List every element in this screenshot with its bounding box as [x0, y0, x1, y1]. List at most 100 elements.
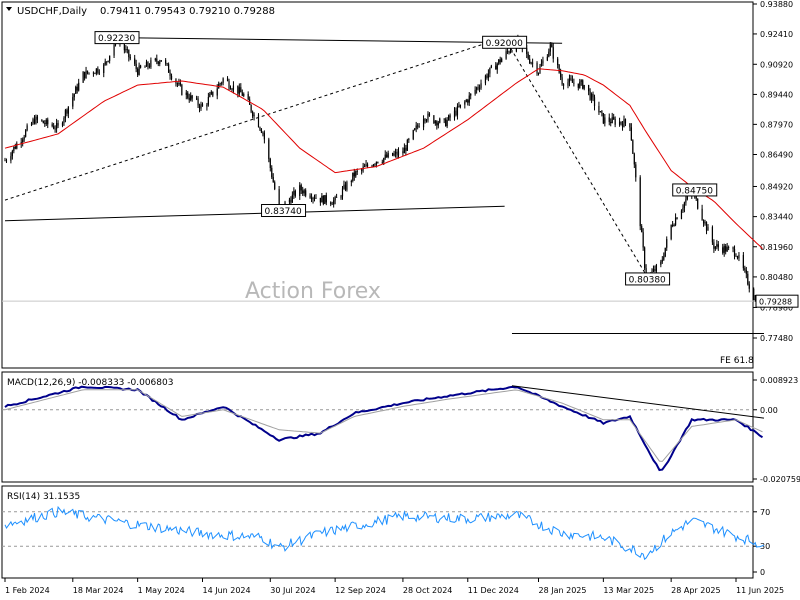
candle-body [742, 254, 744, 269]
candle [98, 69, 100, 75]
candle [540, 59, 543, 67]
candle [725, 244, 727, 255]
candle [589, 88, 591, 101]
candle-body [468, 95, 470, 103]
candle-body [499, 59, 501, 63]
candle [231, 87, 233, 92]
candle [303, 188, 305, 197]
candle-body [123, 42, 125, 51]
candle-body [711, 227, 714, 243]
candle-body [652, 269, 655, 272]
candle [434, 119, 436, 126]
candle [599, 111, 602, 113]
candle-body [702, 220, 705, 224]
candle-body [546, 56, 548, 61]
candle-body [88, 72, 90, 74]
candle [568, 74, 571, 87]
candle-body [290, 199, 292, 203]
candle [716, 239, 718, 250]
candle [232, 81, 235, 94]
candle-body [529, 58, 531, 64]
candle-body [41, 119, 43, 121]
candle-body [103, 64, 105, 73]
candle [20, 137, 22, 148]
candle [666, 236, 668, 251]
candle [221, 81, 223, 86]
candle-body [53, 126, 55, 129]
candle-body [251, 111, 254, 117]
candle-body [309, 195, 311, 198]
candle-body [86, 70, 89, 74]
date-tick-label: 14 Jun 2024 [202, 586, 250, 595]
candle [571, 75, 574, 83]
candle [453, 107, 456, 121]
candle-body [639, 177, 641, 227]
candle-body [26, 125, 28, 131]
price-tick-label: 0.87970 [760, 120, 793, 129]
candle [343, 180, 345, 190]
rsi-panel-border [1, 485, 754, 579]
candle [443, 118, 445, 124]
candle [322, 195, 324, 206]
candle-body [464, 101, 466, 105]
date-tick-label: 11 Dec 2024 [468, 586, 519, 595]
candle [302, 186, 304, 196]
candle-body [642, 232, 644, 248]
candle-body [425, 120, 428, 122]
level-label-box [625, 272, 671, 286]
candle-body [470, 93, 472, 96]
candle [529, 54, 531, 65]
price-tick-label: 0.83440 [760, 213, 793, 222]
candle-body [570, 78, 572, 80]
chevron-down-icon[interactable] [6, 7, 12, 11]
candle-body [604, 117, 606, 124]
candle [573, 78, 575, 87]
candle [67, 106, 69, 119]
candle [733, 245, 736, 260]
candle [95, 68, 97, 76]
candle-body [145, 62, 148, 67]
candle-body [552, 47, 554, 59]
candle-body [434, 121, 436, 124]
candle-body [191, 95, 193, 99]
candle [313, 194, 316, 202]
candle-body [661, 259, 663, 262]
candle [422, 115, 425, 131]
candle [635, 161, 637, 182]
level-label: 0.84750 [676, 186, 713, 196]
candle [32, 117, 34, 125]
candle-body [32, 119, 34, 124]
candle [455, 107, 457, 117]
macd-lines [2, 385, 765, 472]
candle-body [353, 172, 355, 177]
candle [728, 245, 730, 251]
candle [403, 143, 405, 154]
candle [418, 123, 420, 128]
candle-body [325, 195, 327, 203]
candle [588, 84, 590, 96]
candle-body [272, 177, 274, 183]
candle-body [695, 195, 697, 199]
candle [738, 252, 740, 262]
candle-body [511, 51, 513, 52]
candle-body [113, 44, 115, 56]
candle-body [632, 140, 634, 154]
candle [437, 120, 439, 129]
candle-body [753, 288, 755, 300]
candle [11, 149, 13, 160]
candle [439, 117, 441, 124]
candle-body [408, 139, 410, 140]
candle [51, 122, 53, 128]
candle-body [610, 121, 612, 123]
candle [144, 65, 146, 68]
macd-axis: 0.008923 0.00 -0.020759 [753, 376, 800, 484]
candle-body [508, 51, 510, 53]
candle [506, 48, 509, 55]
candle [495, 62, 497, 70]
candle-body [623, 119, 625, 128]
candle-body [226, 78, 229, 81]
candle-body [166, 63, 168, 65]
candle-body [51, 124, 53, 127]
candle [639, 175, 641, 231]
